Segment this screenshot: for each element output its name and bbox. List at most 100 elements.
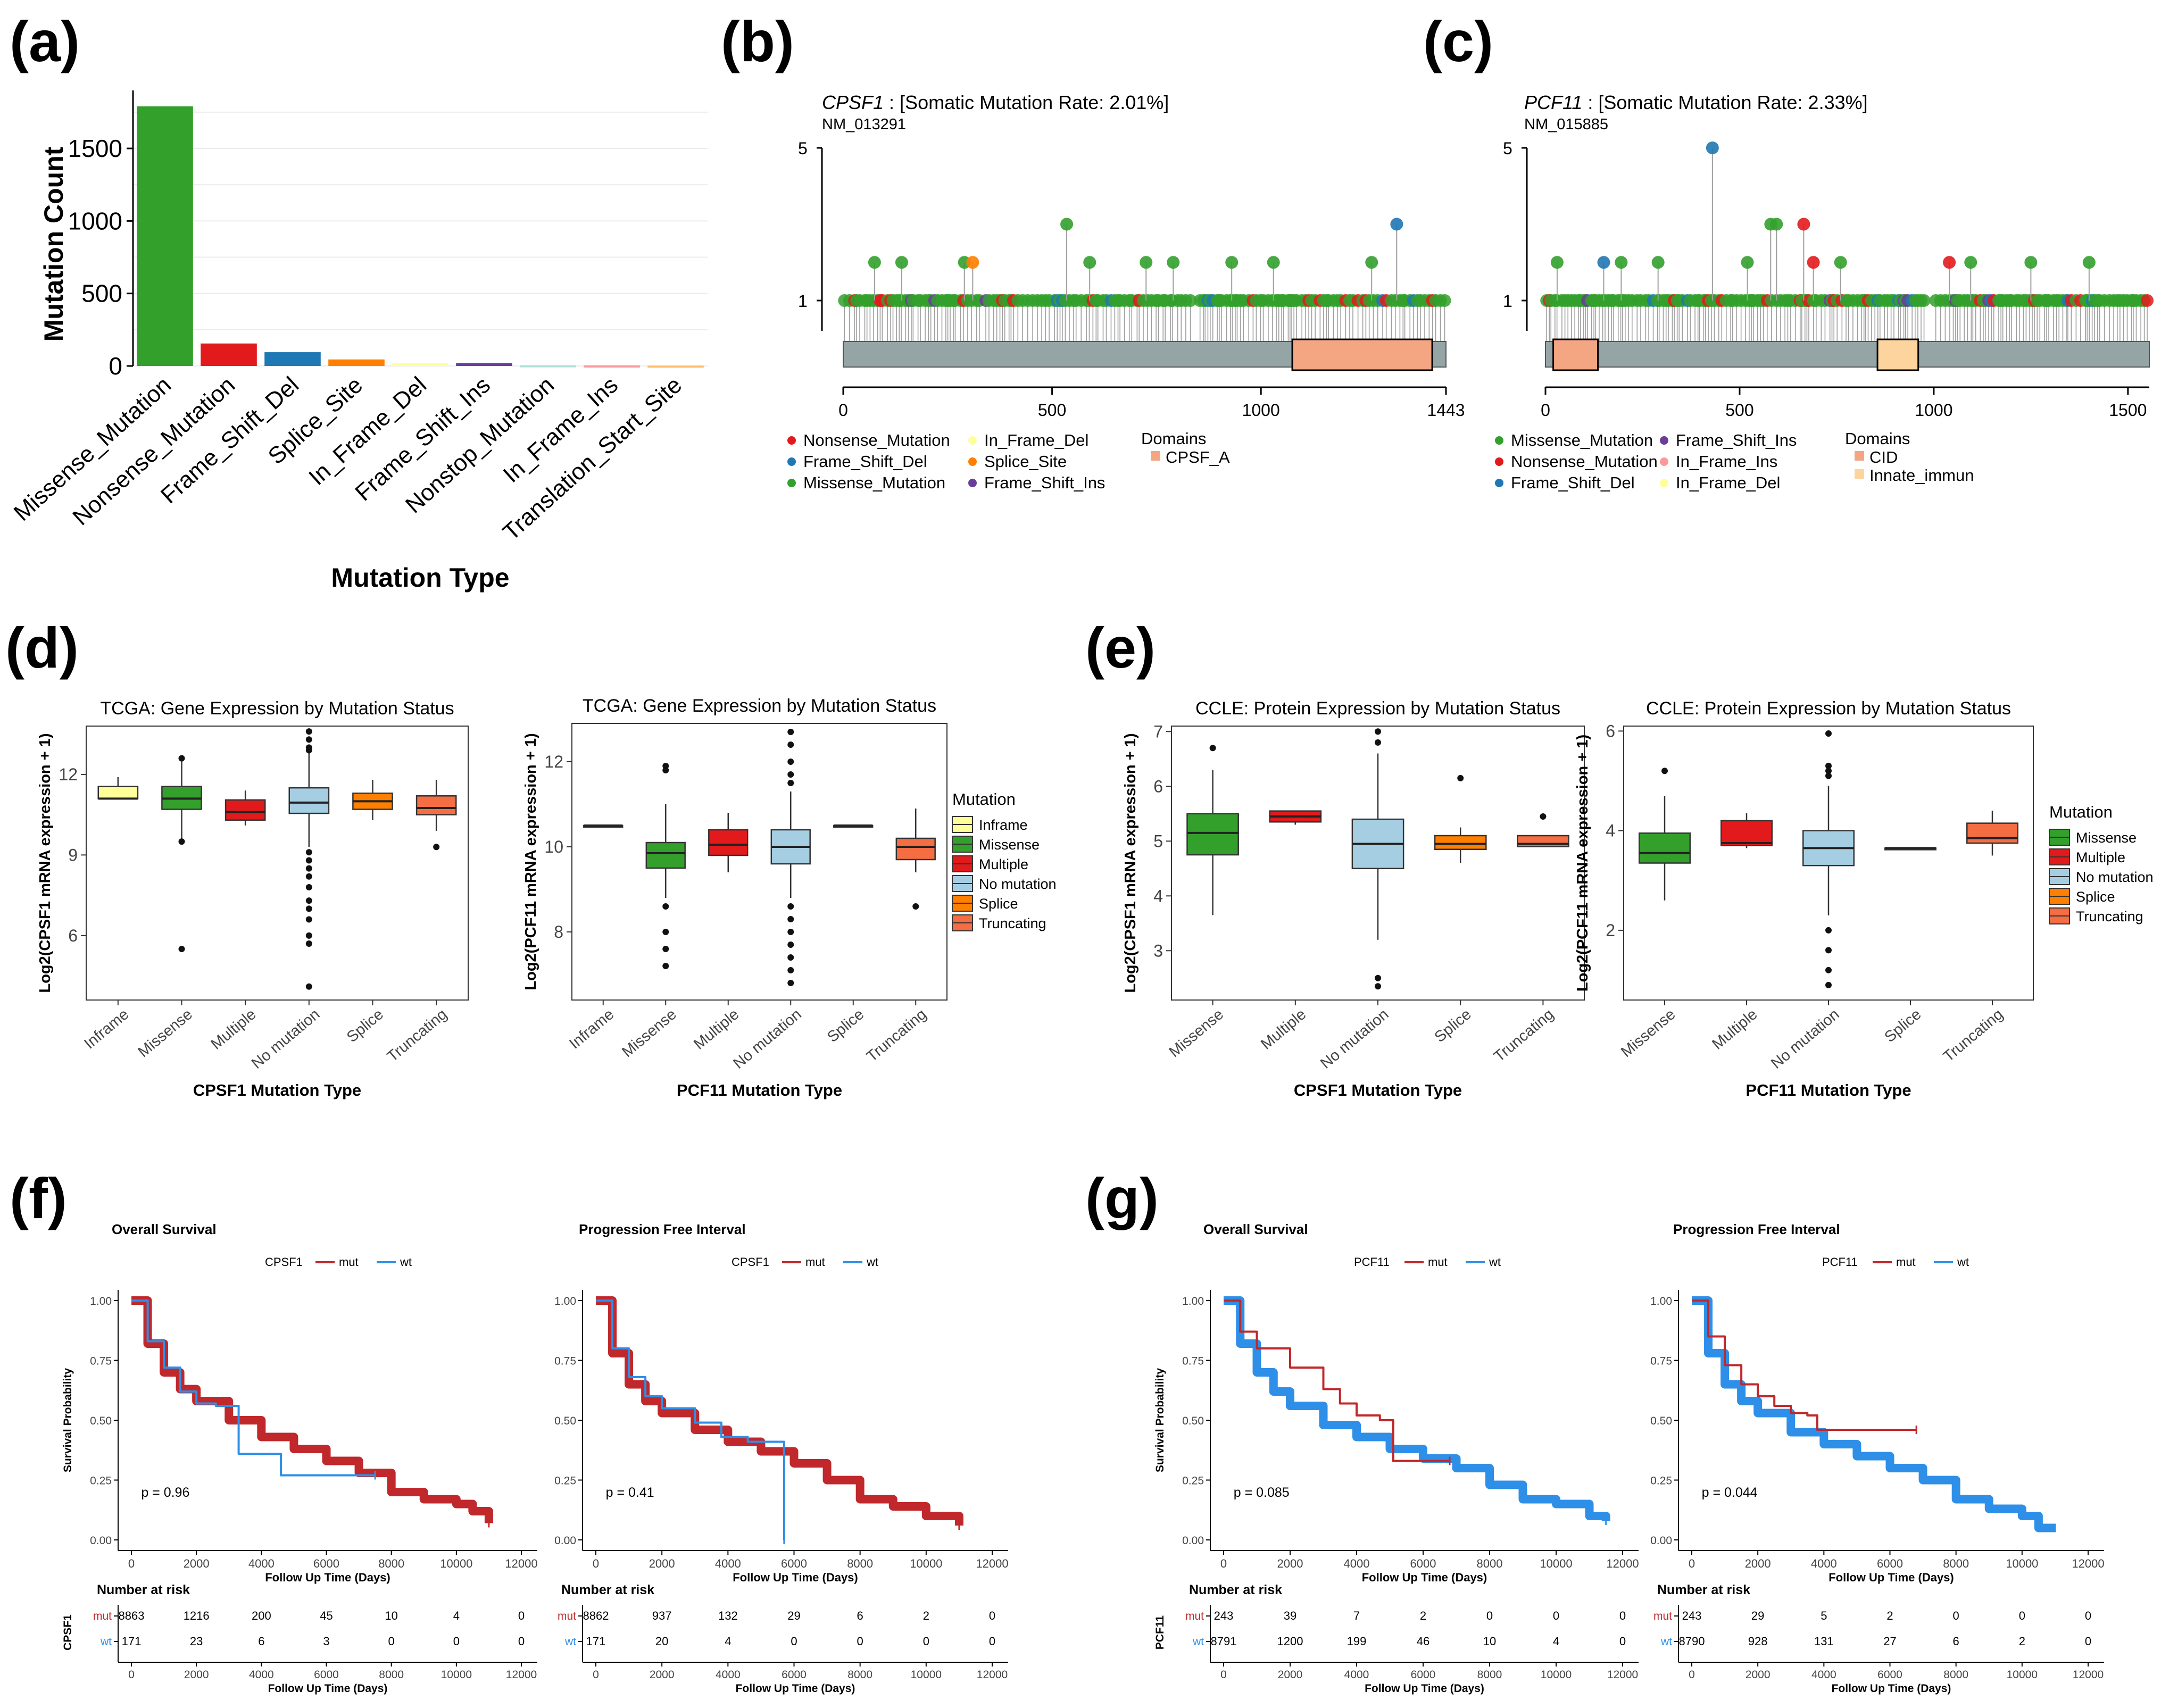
- y-tick-label: 9: [68, 845, 78, 864]
- risk-count: 29: [1751, 1609, 1764, 1622]
- mutation-point: [2024, 256, 2038, 269]
- legend-key: [1495, 457, 1503, 466]
- bar: [328, 359, 385, 366]
- risk-count: 2: [923, 1609, 929, 1622]
- outlier-point: [787, 771, 794, 778]
- legend-label: In_Frame_Ins: [1676, 452, 1777, 471]
- legend-label: Frame_Shift_Del: [803, 452, 927, 471]
- x-tick-label: 2000: [184, 1557, 210, 1570]
- mutation-point: [1267, 256, 1280, 269]
- survival-curve: [596, 1299, 785, 1540]
- legend-label: wt: [1957, 1255, 1969, 1269]
- legend-label: mut: [1428, 1255, 1448, 1269]
- y-axis-title: Mutation Count: [39, 146, 69, 341]
- survival-curve: [1692, 1299, 1917, 1431]
- y-tick-label: 1: [798, 291, 808, 311]
- p-value: p = 0.044: [1702, 1485, 1758, 1500]
- plot-title: TCGA: Gene Expression by Mutation Status: [100, 698, 454, 719]
- y-tick-label: 0: [109, 352, 122, 380]
- risk-count: 29: [787, 1609, 800, 1622]
- bar: [392, 363, 448, 366]
- x-axis-title: Follow Up Time (Days): [268, 1682, 388, 1695]
- x-tick-label: 6000: [313, 1557, 339, 1570]
- y-tick-label: 1.00: [1182, 1295, 1204, 1307]
- panel-c-lollipop: PCF11 : [Somatic Mutation Rate: 2.33%] NM…: [1495, 91, 2154, 492]
- outlier-point: [1209, 745, 1216, 752]
- risk-count: 171: [122, 1635, 142, 1648]
- mutation-point: [1083, 256, 1096, 269]
- outlier-point: [305, 747, 312, 754]
- legend-key: [1495, 479, 1503, 487]
- bar: [201, 343, 257, 366]
- risk-group-label: wt: [1192, 1636, 1204, 1648]
- y-tick-label: 4: [1153, 886, 1163, 905]
- x-axis-title: Follow Up Time (Days): [1828, 1571, 1954, 1584]
- legend-label: Frame_Shift_Ins: [984, 473, 1105, 492]
- y-tick-label: 7: [1153, 722, 1163, 741]
- domains-legend-title: Domains: [1141, 429, 1206, 448]
- outlier-point: [305, 728, 312, 735]
- y-tick-label: 5: [1153, 831, 1163, 851]
- legend-label: No mutation: [2076, 869, 2154, 885]
- legend-key: [787, 457, 796, 466]
- outlier-point: [1661, 768, 1668, 774]
- x-tick-label: 12000: [1607, 1669, 1638, 1681]
- mutation-point: [1917, 294, 1931, 307]
- legend-key: [968, 436, 977, 445]
- mutation-point: [1615, 256, 1628, 269]
- legend-label: Splice: [979, 896, 1018, 912]
- risk-count: 1200: [1277, 1635, 1303, 1648]
- x-tick-label: 2000: [1277, 1557, 1303, 1570]
- legend-title: CPSF1: [265, 1255, 303, 1269]
- risk-count: 45: [320, 1609, 333, 1622]
- p-value: p = 0.41: [606, 1485, 654, 1500]
- risk-count: 0: [518, 1609, 525, 1622]
- x-tick-label: 2000: [1746, 1669, 1771, 1681]
- outlier-point: [1540, 813, 1547, 820]
- outlier-point: [1375, 974, 1381, 981]
- legend-label: Frame_Shift_Del: [1511, 473, 1635, 492]
- mutation-point: [1706, 141, 1719, 154]
- x-axis-title: Follow Up Time (Days): [265, 1571, 390, 1584]
- risk-count: 0: [2085, 1635, 2091, 1648]
- legend-label: wt: [866, 1255, 878, 1269]
- y-tick-label: 0.75: [554, 1355, 576, 1368]
- outlier-point: [1825, 927, 1832, 934]
- risk-count: 0: [1953, 1609, 1959, 1622]
- x-axis-title: Follow Up Time (Days): [1832, 1682, 1951, 1695]
- survival-curve: [1692, 1296, 2055, 1532]
- legend-key: [1495, 436, 1503, 445]
- legend-label: Missense_Mutation: [803, 473, 945, 492]
- risk-table-title: Number at risk: [1189, 1582, 1282, 1597]
- mutation-point: [1390, 218, 1403, 231]
- panel-labels: (a) (b) (c) (d) (e) (f) (g): [5, 9, 1493, 1230]
- bar: [584, 365, 640, 368]
- domain-box: [1552, 338, 1599, 371]
- box: [1639, 832, 1691, 864]
- risk-count: 4: [1553, 1635, 1559, 1648]
- y-tick-label: 0.25: [90, 1475, 112, 1487]
- outlier-point: [305, 932, 312, 939]
- x-tick-label: 10000: [910, 1557, 942, 1570]
- legend-label: Truncating: [2076, 909, 2143, 924]
- outlier-point: [912, 903, 919, 910]
- legend-key: [787, 479, 796, 487]
- outlier-point: [305, 940, 312, 947]
- domain-box: [1291, 338, 1433, 371]
- risk-group-label: mut: [1185, 1610, 1204, 1622]
- y-axis-title: Log2(PCF11 mRNA expression + 1): [1574, 735, 1591, 992]
- mutation-point: [1438, 294, 1451, 307]
- legend-title: Mutation: [2049, 803, 2113, 821]
- domain-legend-label: CPSF_A: [1166, 448, 1230, 466]
- y-tick-label: 6: [68, 926, 78, 945]
- panel-label: (a): [10, 9, 80, 73]
- x-tick-label: 4000: [1811, 1669, 1836, 1681]
- risk-count: 0: [989, 1609, 995, 1622]
- outlier-point: [305, 849, 312, 856]
- risk-count: 0: [1619, 1609, 1626, 1622]
- x-tick-label: 6000: [781, 1557, 807, 1570]
- outlier-point: [1825, 762, 1832, 769]
- x-tick-label: 10000: [441, 1669, 472, 1681]
- panel-label: (e): [1085, 615, 1156, 680]
- legend-title: CPSF1: [732, 1255, 769, 1269]
